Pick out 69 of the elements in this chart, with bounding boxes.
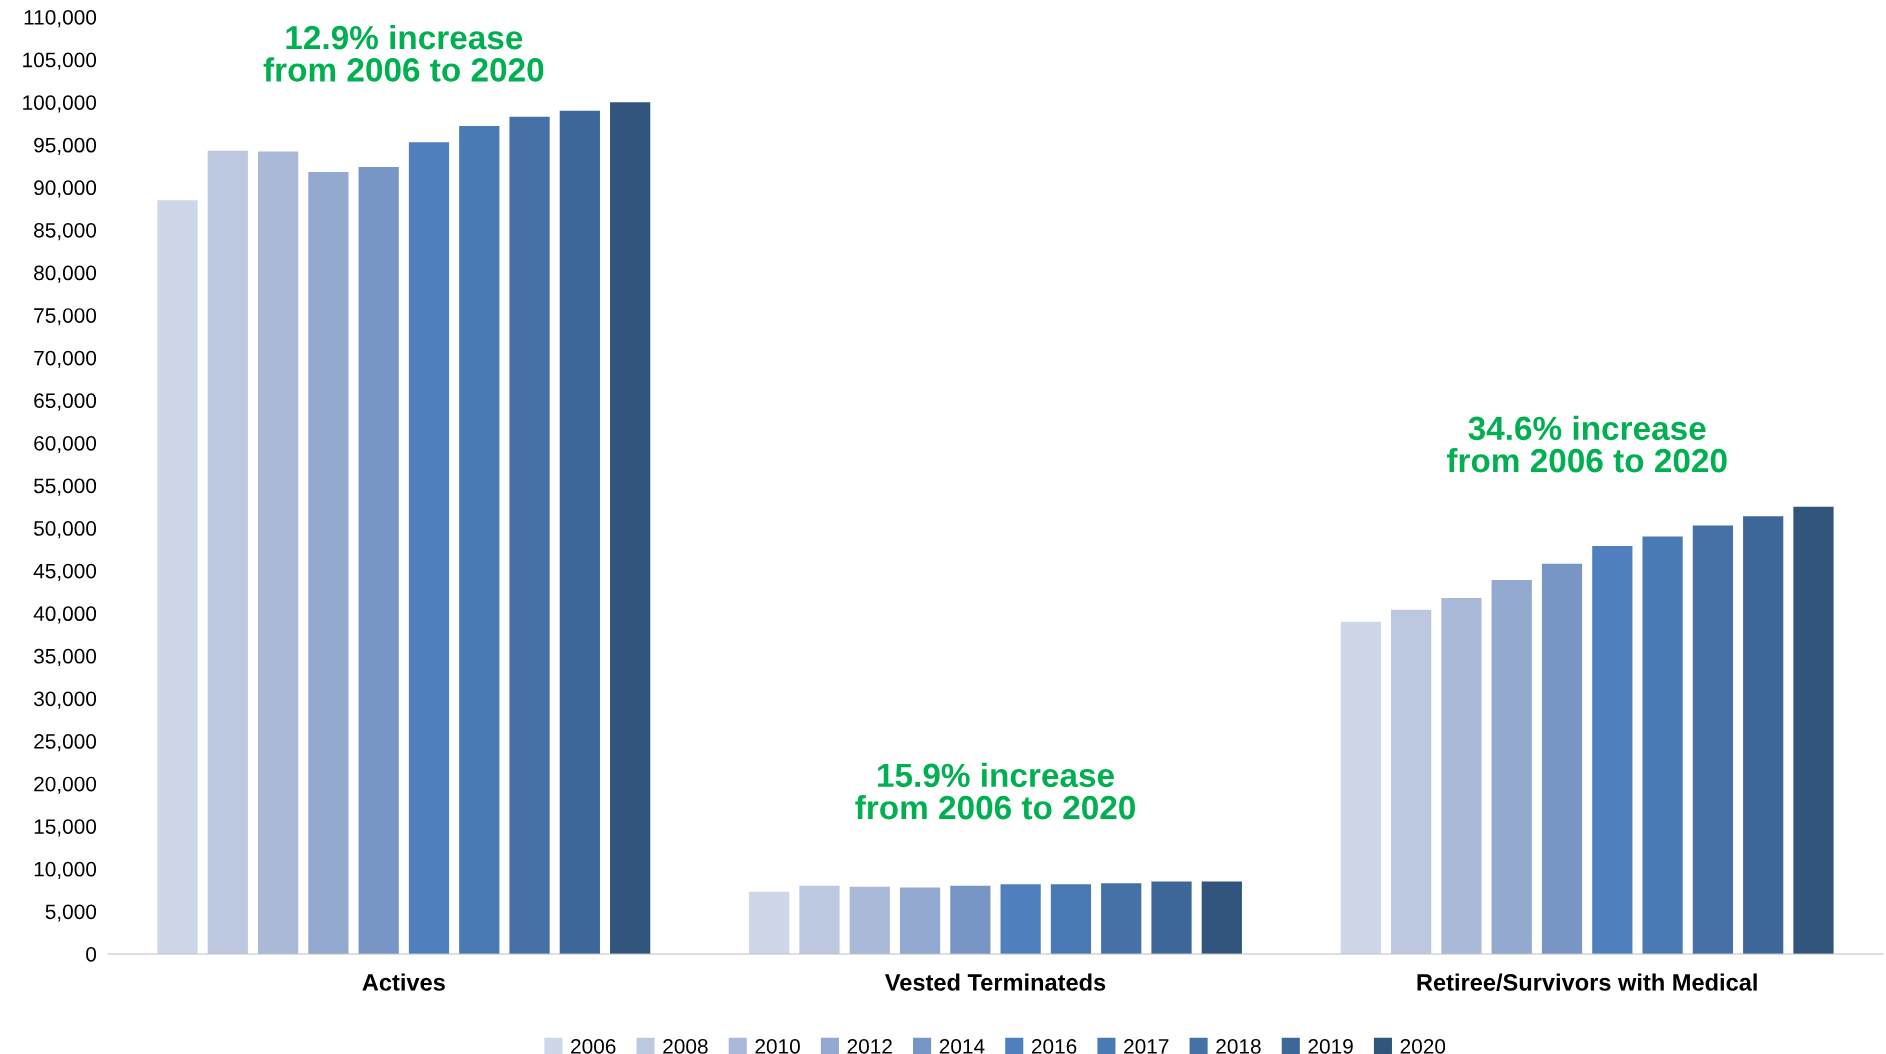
bar: [1151, 881, 1192, 954]
y-tick-label: 25,000: [34, 734, 97, 752]
bar: [1050, 884, 1092, 954]
y-tick-label: 100,000: [23, 95, 97, 113]
bar: [257, 151, 299, 954]
bar: [799, 885, 840, 954]
bar: [308, 172, 349, 954]
bar: [1340, 621, 1381, 954]
legend-label: 2006: [571, 1039, 616, 1054]
bar: [1391, 609, 1432, 954]
bar: [899, 887, 941, 954]
annotation: 15.9% increase from 2006 to 2020: [855, 762, 1135, 820]
y-tick-label: 0: [86, 947, 97, 962]
bar: [1201, 881, 1242, 954]
bar: [358, 166, 399, 954]
bar: [459, 126, 500, 954]
y-tick-label: 35,000: [33, 648, 97, 667]
legend-label: 2014: [939, 1039, 985, 1054]
y-tick-label: 80,000: [34, 265, 97, 283]
y-tick-label: 105,000: [23, 52, 97, 70]
y-tick-label: 110,000: [24, 10, 97, 28]
legend-label: 2019: [1308, 1039, 1353, 1054]
bar: [207, 150, 248, 954]
bar: [1441, 597, 1482, 954]
y-tick-label: 55,000: [34, 478, 97, 496]
bar: [950, 885, 991, 954]
bar: [849, 886, 890, 954]
y-tick-label: 40,000: [33, 606, 97, 624]
y-tick-label: 70,000: [34, 350, 97, 368]
bar: [1491, 580, 1532, 954]
bar: [1743, 516, 1784, 954]
legend-label: 2012: [847, 1039, 892, 1054]
y-tick-label: 30,000: [33, 691, 97, 709]
bar: [1000, 884, 1041, 954]
y-tick-label: 90,000: [34, 180, 97, 198]
legend-label: 2016: [1031, 1039, 1077, 1054]
bar: [157, 200, 198, 954]
legend-label: 2018: [1216, 1039, 1261, 1054]
y-tick-label: 60,000: [34, 435, 97, 454]
legend-label: 2008: [663, 1039, 708, 1054]
bar: [408, 142, 450, 954]
legend-label: 2017: [1124, 1039, 1169, 1054]
y-tick-label: 20,000: [34, 776, 97, 794]
bar: [1642, 536, 1683, 954]
annotation: 34.6% increase from 2006 to 2020: [1446, 415, 1727, 473]
annotation: 12.9% increase from 2006 to 2020: [263, 24, 544, 82]
bar: [1541, 563, 1583, 954]
bar: [509, 116, 550, 954]
legend-label: 2010: [755, 1039, 800, 1054]
bar: [1692, 525, 1734, 954]
bar: [1101, 883, 1142, 954]
y-tick-label: 50,000: [34, 521, 97, 539]
x-tick-label: Retiree/Survivors with Medical: [1417, 973, 1757, 992]
y-tick-label: 65,000: [34, 393, 97, 411]
bar: [1793, 506, 1834, 954]
y-tick-label: 45,000: [33, 563, 97, 581]
x-tick-label: Vested Terminateds: [885, 973, 1106, 991]
legend-label: 2020: [1400, 1039, 1446, 1054]
y-tick-label: 85,000: [34, 222, 97, 241]
bar: [559, 110, 600, 954]
bar: [1592, 545, 1633, 954]
y-tick-label: 95,000: [34, 137, 97, 155]
bar: [749, 891, 790, 954]
y-tick-label: 5,000: [45, 904, 97, 922]
y-tick-label: 75,000: [34, 308, 97, 326]
y-tick-label: 15,000: [34, 819, 97, 837]
y-tick-label: 10,000: [34, 861, 97, 880]
bar: [610, 102, 651, 954]
x-tick-label: Actives: [362, 973, 445, 991]
